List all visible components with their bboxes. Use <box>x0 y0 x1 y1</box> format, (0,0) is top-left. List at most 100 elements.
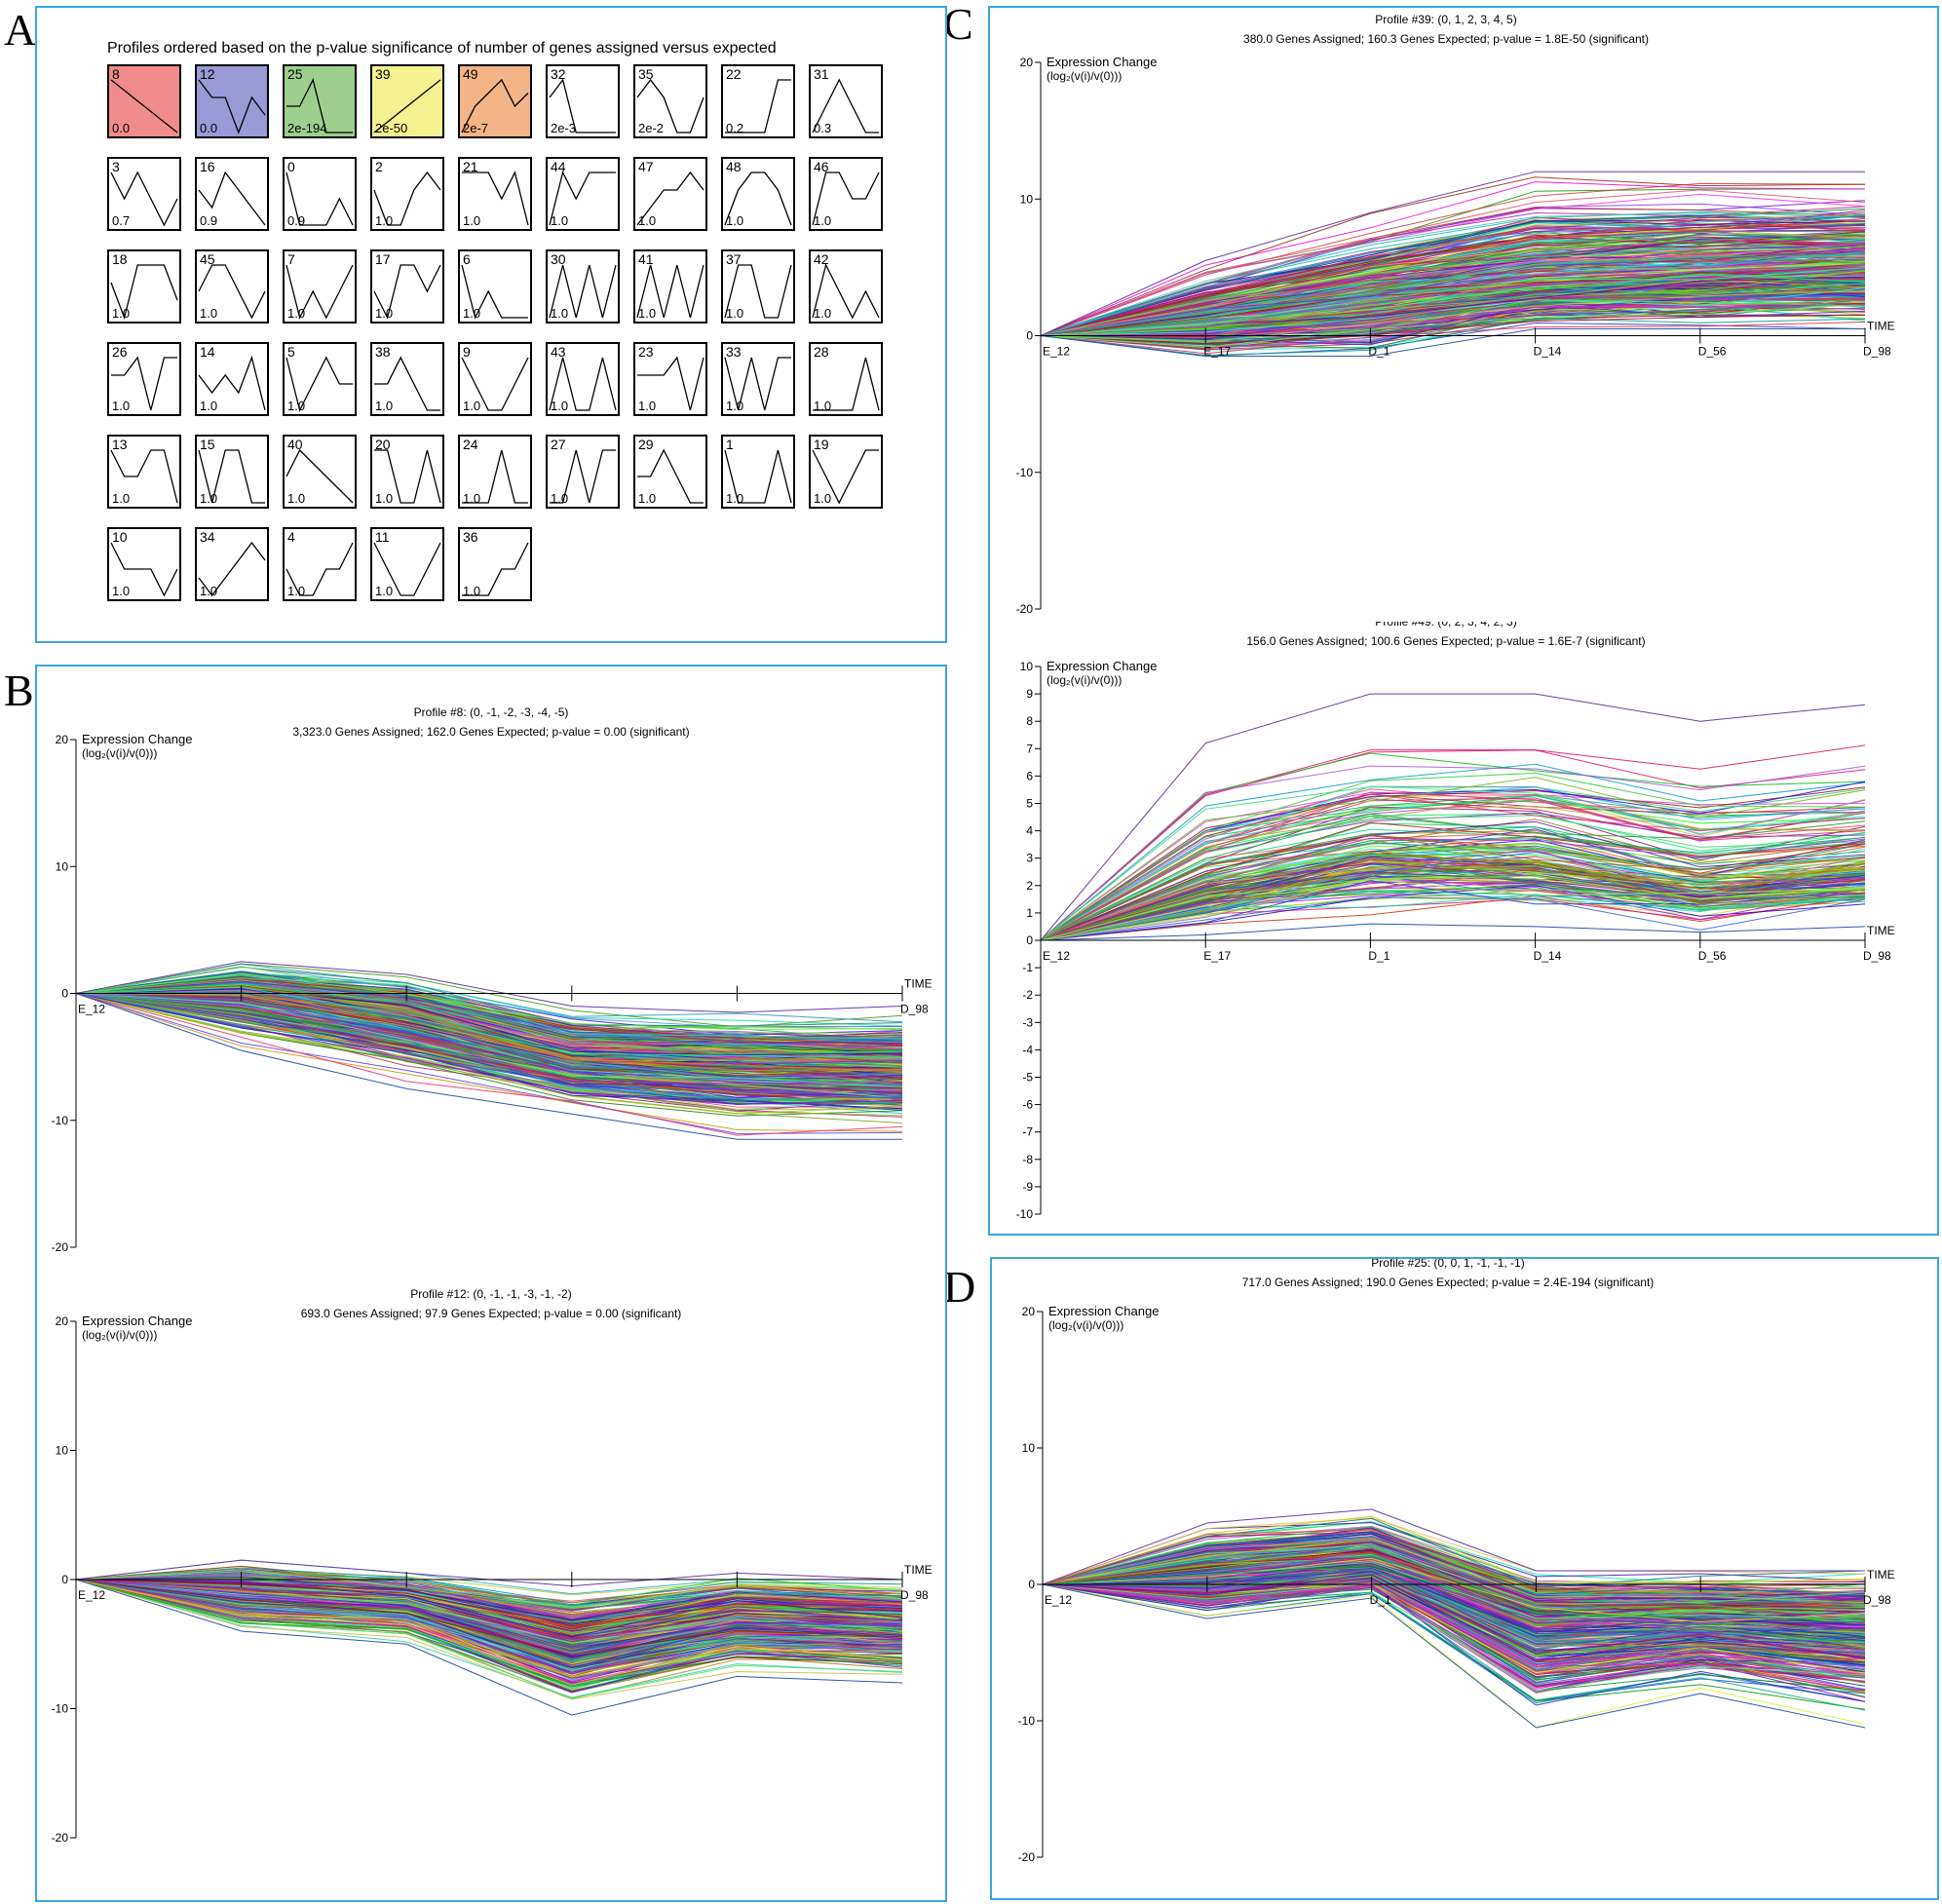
profile-tile-8[interactable]: 8 0.0 <box>107 64 181 138</box>
gene-line-extreme <box>1042 1508 1865 1585</box>
profile-tile-7[interactable]: 7 1.0 <box>283 249 357 324</box>
profile-tile-47[interactable]: 47 1.0 <box>633 157 707 231</box>
profile-tile-1[interactable]: 1 1.0 <box>721 435 795 509</box>
profile-tile-36[interactable]: 36 1.0 <box>458 527 532 601</box>
profile-id: 12 <box>200 66 215 82</box>
gene-line <box>1042 1532 1866 1597</box>
profile-line <box>636 171 704 226</box>
profile-tile-34[interactable]: 34 1.0 <box>195 527 269 601</box>
profile-tile-28[interactable]: 28 1.0 <box>809 342 883 416</box>
gene-line <box>1042 1570 1866 1659</box>
gene-line <box>75 993 903 1115</box>
profile-tile-10[interactable]: 10 1.0 <box>107 527 181 601</box>
gene-lines <box>1042 1508 1866 1729</box>
profile-tile-41[interactable]: 41 1.0 <box>633 249 707 324</box>
profile-tile-46[interactable]: 46 1.0 <box>809 157 883 231</box>
gene-line <box>75 1579 903 1641</box>
profile-tile-33[interactable]: 33 1.0 <box>721 342 795 416</box>
profile-tile-29[interactable]: 29 1.0 <box>633 435 707 509</box>
profile-id: 33 <box>726 344 742 360</box>
profile-tile-13[interactable]: 13 1.0 <box>107 435 181 509</box>
profile-tile-21[interactable]: 21 1.0 <box>458 157 532 231</box>
profile-tile-9[interactable]: 9 1.0 <box>458 342 532 416</box>
profile-tile-44[interactable]: 44 1.0 <box>546 157 620 231</box>
profile-tile-3[interactable]: 3 0.7 <box>107 157 181 231</box>
profile-tile-0[interactable]: 0 0.9 <box>283 157 357 231</box>
profile-tile-38[interactable]: 38 1.0 <box>370 342 444 416</box>
profile-pvalue: 1.0 <box>726 399 744 413</box>
profile-id: 28 <box>814 344 829 360</box>
gene-line <box>1042 1517 1866 1585</box>
gene-line <box>1040 238 1866 336</box>
gene-line <box>1042 1565 1866 1619</box>
profile-tile-16[interactable]: 16 0.9 <box>195 157 269 231</box>
profile-tile-35[interactable]: 35 2e-2 <box>633 64 707 138</box>
gene-line <box>1042 1540 1866 1593</box>
profile-tile-42[interactable]: 42 1.0 <box>809 249 883 324</box>
gene-line <box>1040 251 1866 336</box>
gene-line-extreme <box>1040 171 1865 336</box>
profile-id: 7 <box>287 251 295 267</box>
chart-profile-8: Profile #8: (0, -1, -2, -3, -4, -5) 3,323… <box>52 705 933 1254</box>
profile-tile-49[interactable]: 49 2e-7 <box>458 64 532 138</box>
profile-tile-30[interactable]: 30 1.0 <box>546 249 620 324</box>
profile-tile-18[interactable]: 18 1.0 <box>107 249 181 324</box>
gene-line <box>75 1579 903 1686</box>
y-tick-label: 7 <box>1026 742 1033 755</box>
profile-tile-27[interactable]: 27 1.0 <box>546 435 620 509</box>
y-tick-label: 10 <box>1020 660 1034 673</box>
x-axis-title: TIME <box>904 1563 933 1577</box>
profile-tile-20[interactable]: 20 1.0 <box>370 435 444 509</box>
profile-tile-11[interactable]: 11 1.0 <box>370 527 444 601</box>
profile-tile-5[interactable]: 5 1.0 <box>283 342 357 416</box>
gene-line <box>1040 214 1866 336</box>
gene-line <box>1040 875 1866 941</box>
profile-tile-12[interactable]: 12 0.0 <box>195 64 269 138</box>
profile-line <box>373 79 441 133</box>
gene-line <box>75 966 903 1031</box>
profile-tile-23[interactable]: 23 1.0 <box>633 342 707 416</box>
x-tick-label: D_98 <box>1863 345 1891 359</box>
gene-line <box>1040 786 1866 941</box>
profile-tile-19[interactable]: 19 1.0 <box>809 435 883 509</box>
profile-tile-39[interactable]: 39 2e-50 <box>370 64 444 138</box>
gene-line <box>1040 885 1866 941</box>
profile-pvalue: 1.0 <box>463 399 481 413</box>
profile-tile-26[interactable]: 26 1.0 <box>107 342 181 416</box>
gene-line <box>75 1579 903 1628</box>
profile-tile-37[interactable]: 37 1.0 <box>721 249 795 324</box>
profile-tile-2[interactable]: 2 1.0 <box>370 157 444 231</box>
gene-line <box>75 980 903 1045</box>
gene-line-extreme <box>75 993 902 1140</box>
gene-line <box>1040 871 1866 941</box>
chart-profile-39: Profile #39: (0, 1, 2, 3, 4, 5) 380.0 Gen… <box>1016 13 1895 616</box>
profile-line <box>111 356 177 411</box>
profile-id: 14 <box>200 344 215 360</box>
profile-tile-4[interactable]: 4 1.0 <box>283 527 357 601</box>
profile-id: 45 <box>200 251 215 267</box>
profile-tile-25[interactable]: 25 2e-194 <box>283 64 357 138</box>
profile-line <box>374 449 441 504</box>
x-tick-label: D_1 <box>1370 1593 1391 1607</box>
gene-line <box>1040 835 1866 941</box>
gene-lines <box>1040 693 1866 941</box>
profile-tile-31[interactable]: 31 0.3 <box>809 64 883 138</box>
gene-line <box>75 1579 903 1688</box>
profile-tile-32[interactable]: 32 2e-3 <box>546 64 620 138</box>
profile-tile-48[interactable]: 48 1.0 <box>721 157 795 231</box>
profile-tile-14[interactable]: 14 1.0 <box>195 342 269 416</box>
profile-tile-15[interactable]: 15 1.0 <box>195 435 269 509</box>
profile-tile-6[interactable]: 6 1.0 <box>458 249 532 324</box>
profile-tile-17[interactable]: 17 1.0 <box>370 249 444 324</box>
profile-tile-43[interactable]: 43 1.0 <box>546 342 620 416</box>
profile-tile-40[interactable]: 40 1.0 <box>283 435 357 509</box>
profile-pvalue: 0.0 <box>112 121 131 135</box>
profile-pvalue: 1.0 <box>638 213 657 228</box>
profile-tile-24[interactable]: 24 1.0 <box>458 435 532 509</box>
profile-tile-45[interactable]: 45 1.0 <box>195 249 269 324</box>
profile-pvalue: 0.7 <box>112 213 131 228</box>
gene-line <box>1042 1580 1866 1675</box>
gene-line <box>75 993 903 1080</box>
profile-id: 42 <box>814 251 829 267</box>
profile-tile-22[interactable]: 22 0.2 <box>721 64 795 138</box>
